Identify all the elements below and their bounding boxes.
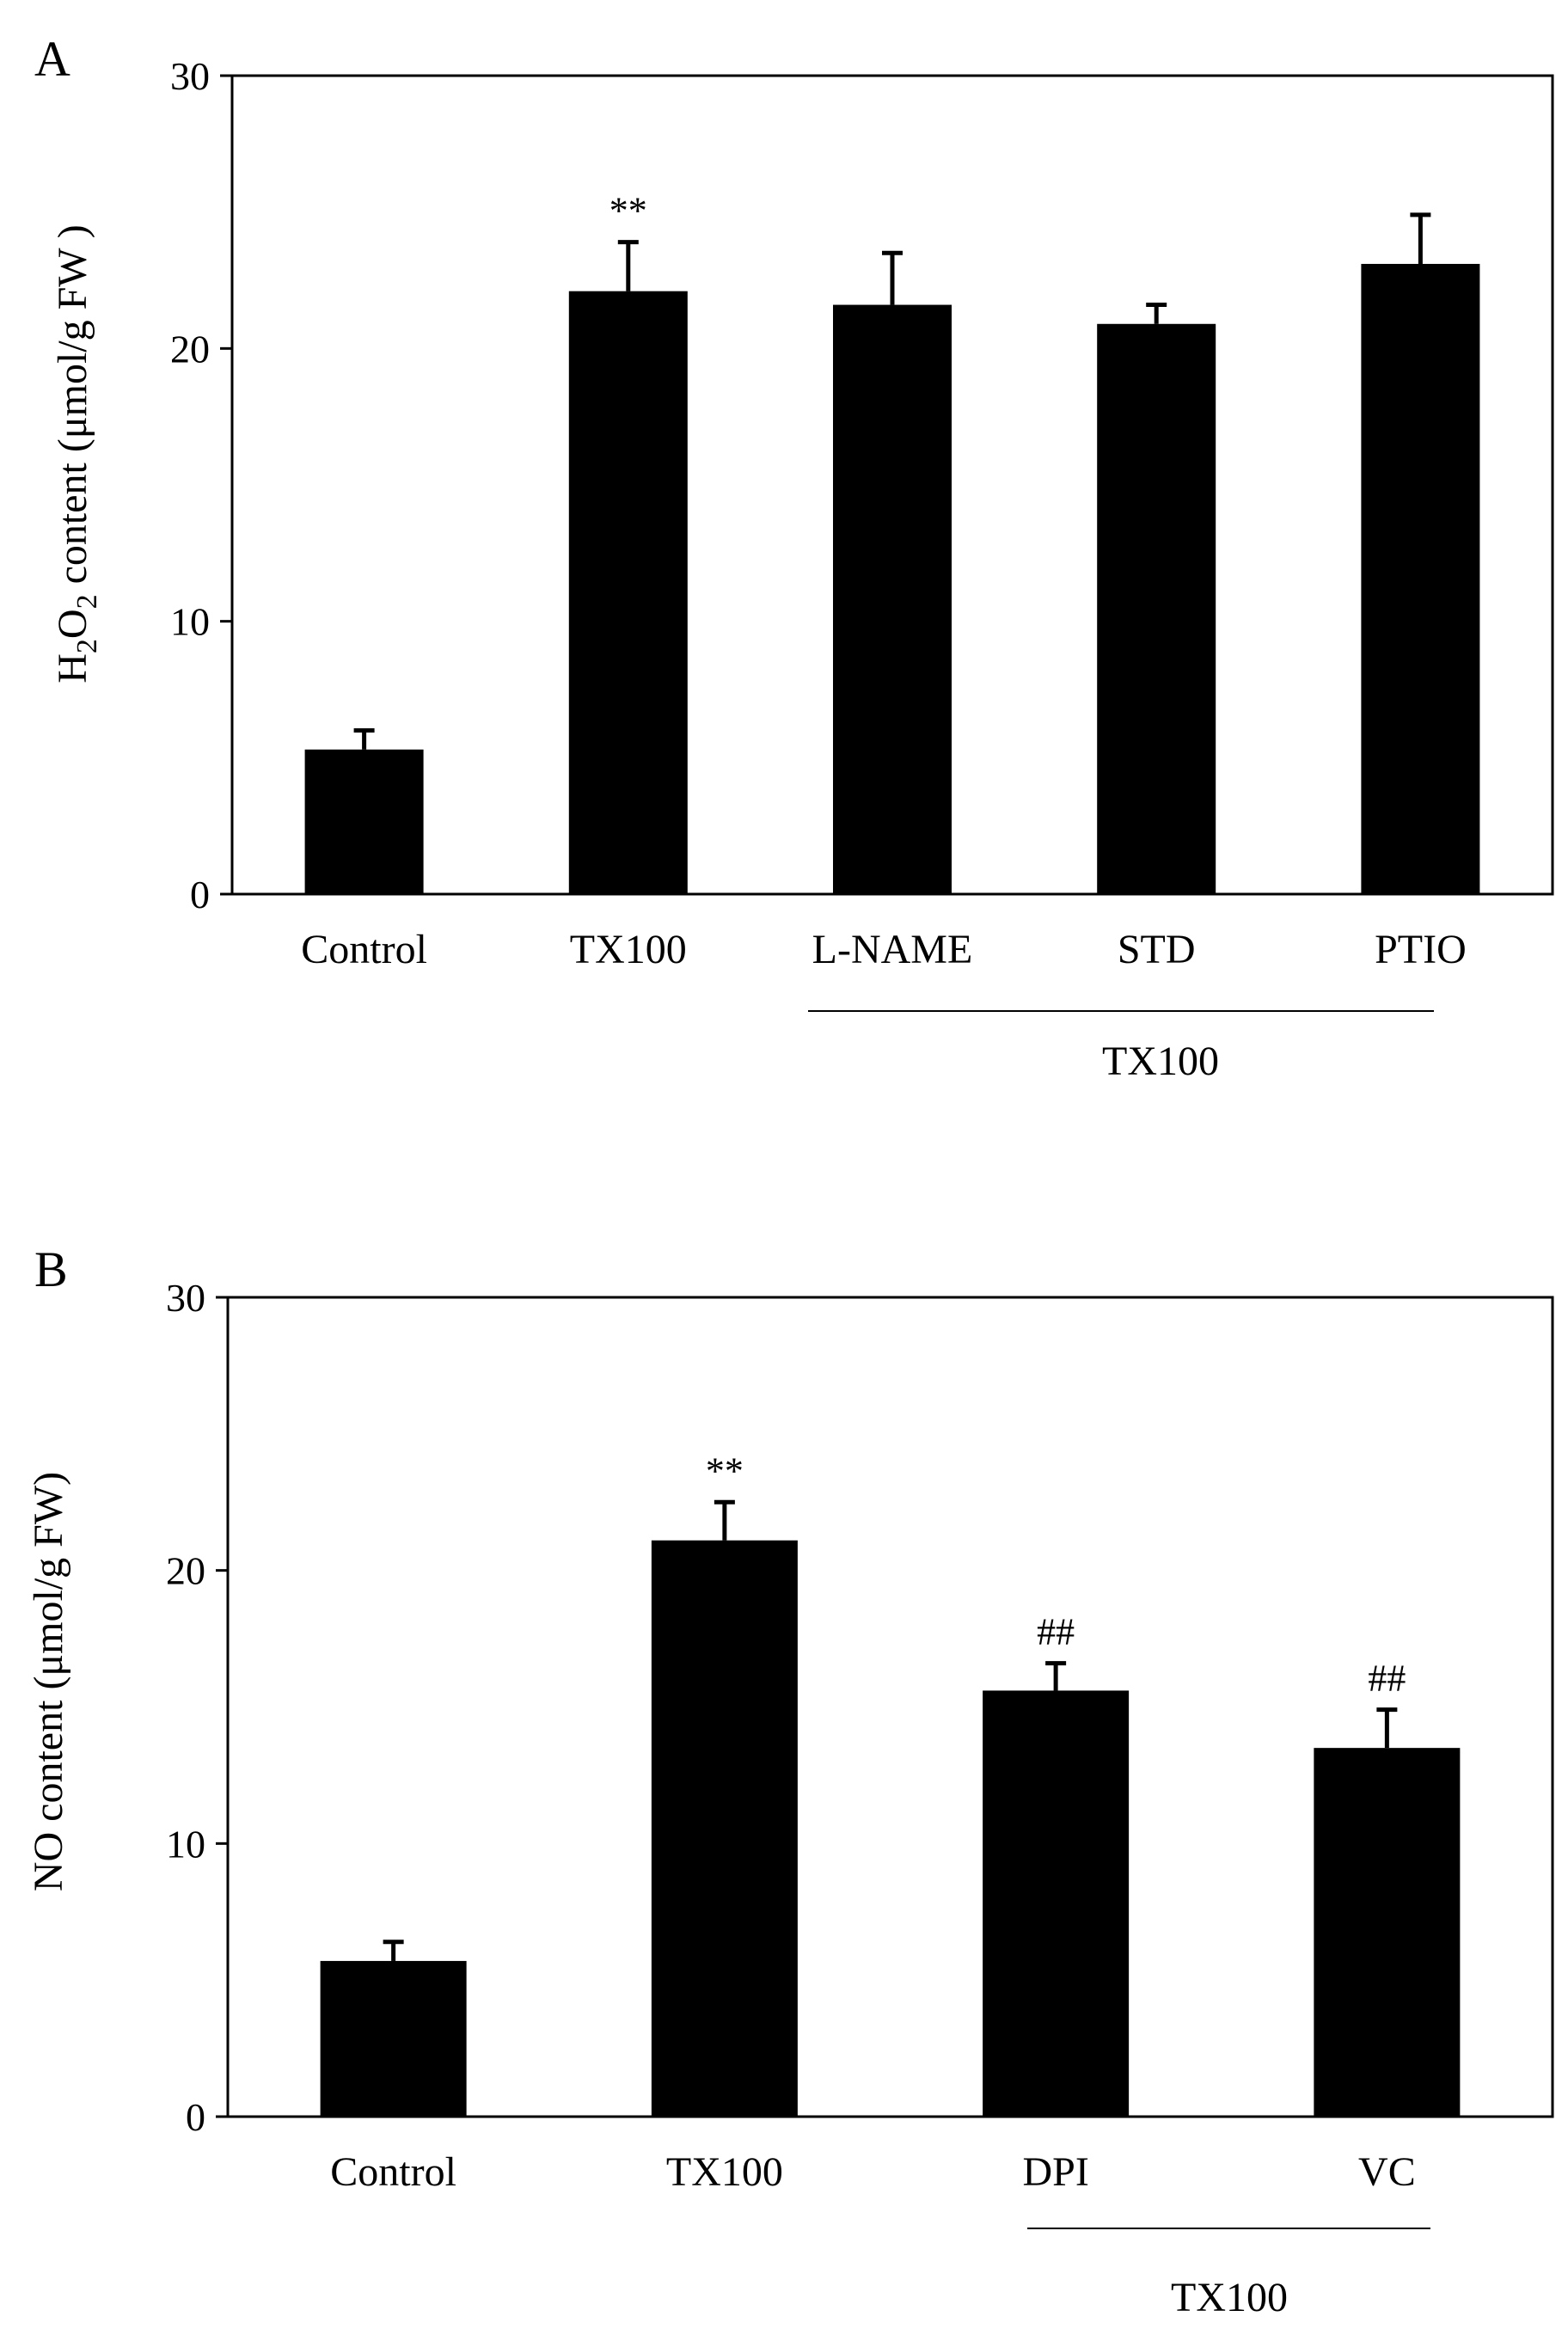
panel-b-y-tick-label: 0 [186,2095,205,2139]
panel-b-significance-label: ** [706,1449,744,1492]
panel-b-y-tick-label: 30 [166,1276,205,1320]
panel-b-group-label: TX100 [1171,2275,1288,2320]
panel-a-category-label: L-NAME [812,927,973,972]
panel-b-letter: B [34,1241,68,1297]
panel-b-bar [1314,1748,1461,2117]
panel-b-category-label: TX100 [666,2149,783,2195]
panel-a-bar [833,304,952,894]
panel-a-bar [1361,263,1480,895]
panel-a-y-tick-label: 10 [170,600,210,644]
panel-b-bar [651,1540,798,2117]
panel-a: A H2O2 content (μmol/g FW ) 0 10 20 30 Contr… [34,31,1554,1084]
panel-b: B NO content (μmol/g FW) 0 10 20 30 Control *… [26,1241,1554,2320]
panel-b-significance-label: ## [1368,1658,1406,1700]
panel-a-y-axis-title-text: H2O2 content (μmol/g FW ) [50,224,103,683]
panel-b-category-label: DPI [1022,2149,1088,2195]
panel-b-y-tick-label: 20 [166,1549,205,1593]
panel-a-bar [304,749,424,894]
panel-b-category-label: VC [1358,2149,1416,2195]
panel-a-letter: A [34,31,70,87]
panel-b-category-label: Control [330,2149,456,2195]
panel-a-bar [1097,323,1216,895]
panel-b-significance-label: ## [1037,1611,1075,1653]
panel-a-category-label: PTIO [1375,927,1467,972]
panel-a-significance-label: ** [609,190,647,232]
panel-a-category-label: TX100 [570,927,687,972]
panel-a-category-label: Control [301,927,427,972]
panel-a-bar [568,291,688,894]
panel-b-plot-frame [226,1296,1554,2118]
panel-b-y-tick-label: 10 [166,1822,205,1866]
panel-b-bar [983,1690,1130,2117]
panel-b-y-axis-title: NO content (μmol/g FW) [26,1472,71,1891]
panel-a-group-label: TX100 [1102,1039,1219,1084]
panel-a-y-tick-label: 20 [170,327,210,371]
panel-a-category-label: STD [1118,927,1196,972]
panel-a-y-tick-label: 30 [170,54,210,98]
panel-a-y-axis-title: H2O2 content (μmol/g FW ) [50,224,103,683]
panel-b-bar [320,1960,467,2117]
panel-a-y-tick-label: 0 [190,873,210,916]
